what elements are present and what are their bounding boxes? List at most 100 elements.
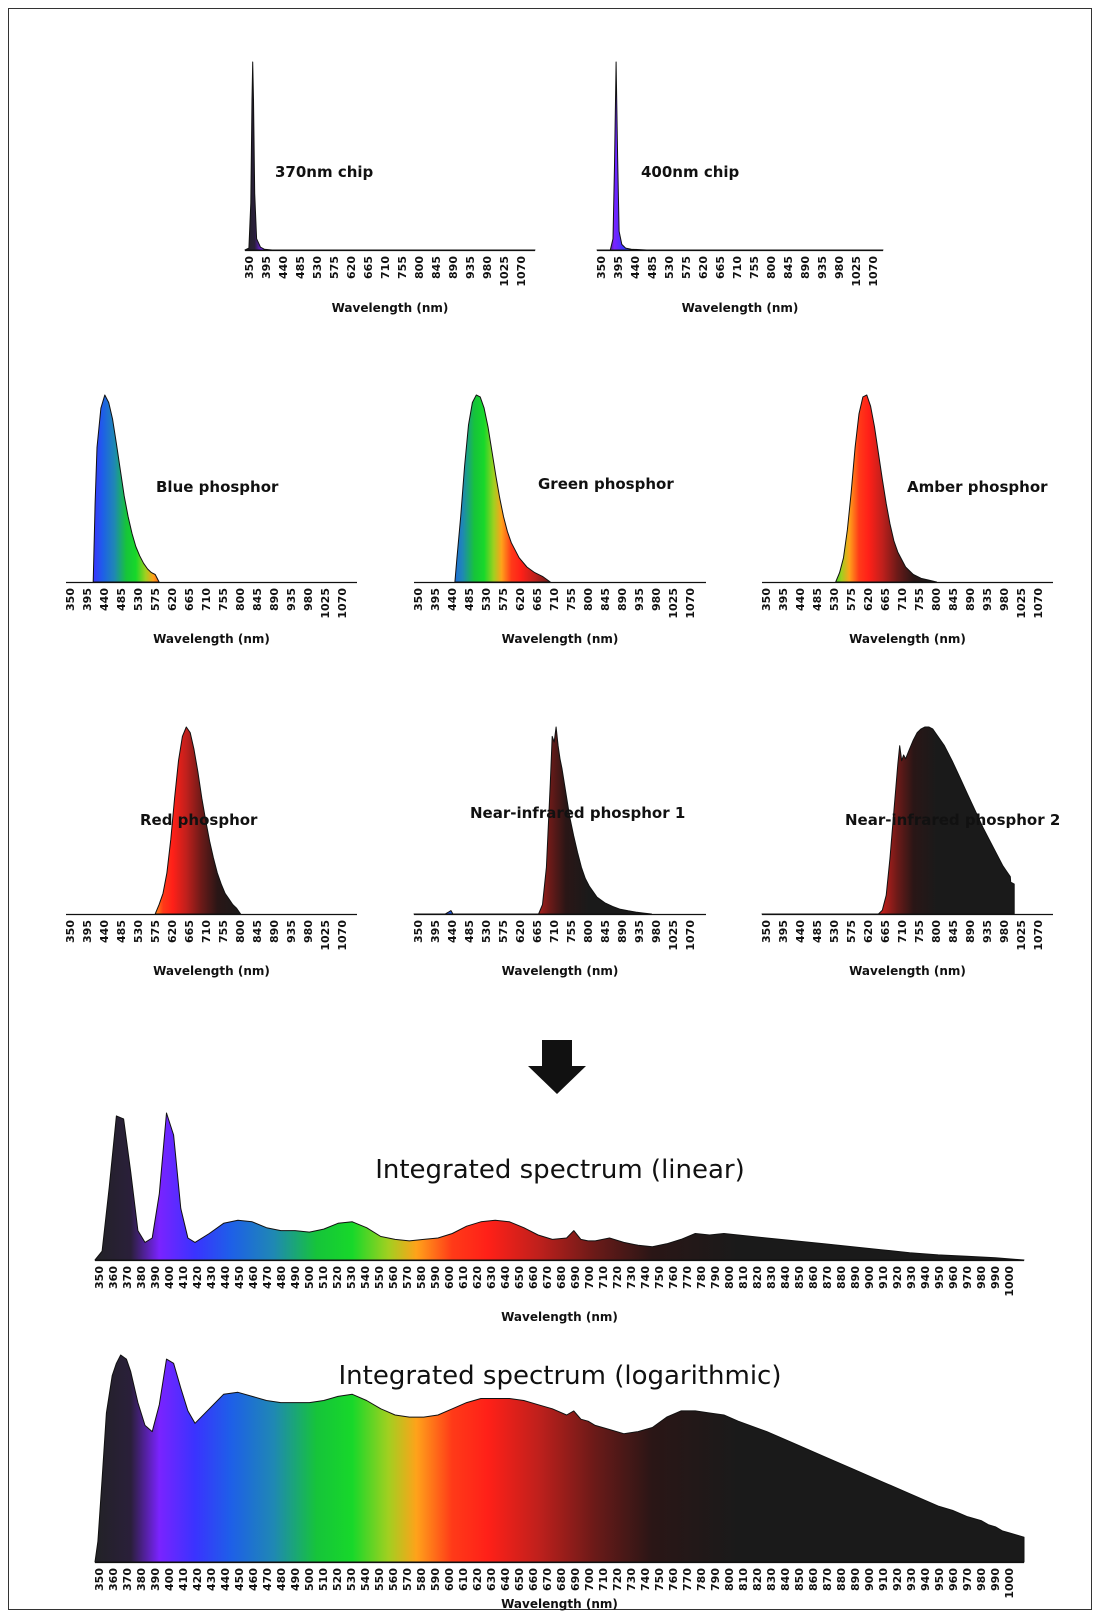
x-tick-label: 750 — [653, 1568, 666, 1591]
x-tick-label: 485 — [811, 588, 824, 611]
x-tick-label: 755 — [565, 588, 578, 611]
x-tick-label: 350 — [412, 920, 425, 943]
x-tick-label: 575 — [497, 588, 510, 611]
x-tick-label: 800 — [765, 256, 778, 279]
x-tick-label: 620 — [697, 256, 710, 279]
x-tick-label: 760 — [667, 1266, 680, 1289]
x-tick-label: 700 — [583, 1266, 596, 1289]
x-tick-label: 980 — [481, 256, 494, 279]
x-tick-label: 410 — [177, 1266, 190, 1289]
x-tick-label: 940 — [919, 1568, 932, 1591]
x-tick-label: 970 — [961, 1266, 974, 1289]
x-tick-label: 935 — [633, 588, 646, 611]
x-tick-label: 770 — [681, 1568, 694, 1591]
x-tick-label: 440 — [794, 920, 807, 943]
x-tick-label: 350 — [595, 256, 608, 279]
x-tick-label: 530 — [311, 256, 324, 279]
x-tick-label: 950 — [933, 1266, 946, 1289]
series-label: Blue phosphor — [156, 478, 279, 496]
x-tick-label: 980 — [302, 920, 315, 943]
x-tick-label: 575 — [497, 920, 510, 943]
x-tick-label: 440 — [446, 920, 459, 943]
x-tick-label: 935 — [464, 256, 477, 279]
x-tick-label: 395 — [81, 588, 94, 611]
x-tick-label: 800 — [930, 920, 943, 943]
x-tick-label: 990 — [989, 1568, 1002, 1591]
series-label: 370nm chip — [275, 163, 374, 181]
x-tick-label: 1025 — [1015, 588, 1028, 619]
x-axis-label: Wavelength (nm) — [153, 964, 270, 978]
x-tick-label: 550 — [373, 1266, 386, 1289]
x-tick-label: 610 — [457, 1266, 470, 1289]
x-tick-label: 690 — [569, 1266, 582, 1289]
x-tick-label: 360 — [107, 1266, 120, 1289]
x-tick-label: 520 — [331, 1568, 344, 1591]
x-tick-label: 780 — [695, 1568, 708, 1591]
x-tick-label: 485 — [463, 920, 476, 943]
x-tick-label: 900 — [863, 1568, 876, 1591]
x-tick-label: 540 — [359, 1568, 372, 1591]
x-tick-label: 980 — [998, 920, 1011, 943]
x-tick-label: 870 — [821, 1568, 834, 1591]
x-tick-label: 845 — [430, 256, 443, 279]
x-tick-label: 480 — [275, 1266, 288, 1289]
x-tick-label: 940 — [919, 1266, 932, 1289]
x-tick-label: 620 — [862, 920, 875, 943]
x-tick-label: 755 — [565, 920, 578, 943]
x-tick-label: 890 — [616, 920, 629, 943]
x-tick-label: 980 — [650, 920, 663, 943]
x-axis-label: Wavelength (nm) — [332, 301, 449, 315]
x-tick-label: 350 — [760, 588, 773, 611]
x-tick-label: 840 — [779, 1266, 792, 1289]
x-tick-label: 670 — [541, 1266, 554, 1289]
x-tick-label: 935 — [816, 256, 829, 279]
x-tick-label: 575 — [328, 256, 341, 279]
x-tick-label: 910 — [877, 1266, 890, 1289]
x-tick-label: 760 — [667, 1568, 680, 1591]
x-tick-label: 820 — [751, 1266, 764, 1289]
x-tick-label: 530 — [345, 1568, 358, 1591]
x-axis-label: Wavelength (nm) — [849, 632, 966, 646]
spectrum-area — [94, 1112, 1025, 1261]
x-tick-label: 800 — [234, 588, 247, 611]
x-tick-label: 665 — [183, 920, 196, 943]
x-tick-label: 755 — [913, 588, 926, 611]
x-tick-label: 900 — [863, 1266, 876, 1289]
x-tick-label: 650 — [513, 1266, 526, 1289]
series-label: Integrated spectrum (linear) — [375, 1155, 745, 1185]
x-tick-label: 440 — [219, 1266, 232, 1289]
x-tick-label: 730 — [625, 1266, 638, 1289]
x-tick-label: 620 — [471, 1568, 484, 1591]
x-tick-label: 670 — [541, 1568, 554, 1591]
x-tick-label: 580 — [415, 1266, 428, 1289]
x-tick-label: 710 — [200, 588, 213, 611]
x-tick-label: 490 — [289, 1266, 302, 1289]
x-tick-label: 440 — [98, 920, 111, 943]
x-tick-label: 395 — [777, 920, 790, 943]
x-tick-label: 910 — [877, 1568, 890, 1591]
x-tick-label: 980 — [975, 1266, 988, 1289]
x-tick-label: 500 — [303, 1266, 316, 1289]
x-tick-label: 930 — [905, 1266, 918, 1289]
x-tick-label: 480 — [275, 1568, 288, 1591]
x-tick-label: 740 — [639, 1568, 652, 1591]
x-tick-label: 980 — [833, 256, 846, 279]
x-tick-label: 485 — [811, 920, 824, 943]
spectrum-area — [596, 61, 884, 251]
x-tick-label: 710 — [548, 920, 561, 943]
x-tick-label: 590 — [429, 1266, 442, 1289]
x-tick-label: 1070 — [684, 588, 697, 619]
x-tick-label: 980 — [998, 588, 1011, 611]
x-tick-label: 380 — [135, 1266, 148, 1289]
x-tick-label: 800 — [234, 920, 247, 943]
x-tick-label: 490 — [289, 1568, 302, 1591]
x-tick-label: 810 — [737, 1266, 750, 1289]
x-tick-label: 980 — [650, 588, 663, 611]
x-tick-label: 400 — [163, 1568, 176, 1591]
x-tick-label: 450 — [233, 1568, 246, 1591]
x-tick-label: 395 — [81, 920, 94, 943]
x-tick-label: 1025 — [319, 588, 332, 619]
x-tick-label: 620 — [166, 588, 179, 611]
x-tick-label: 530 — [480, 920, 493, 943]
x-tick-label: 820 — [751, 1568, 764, 1591]
